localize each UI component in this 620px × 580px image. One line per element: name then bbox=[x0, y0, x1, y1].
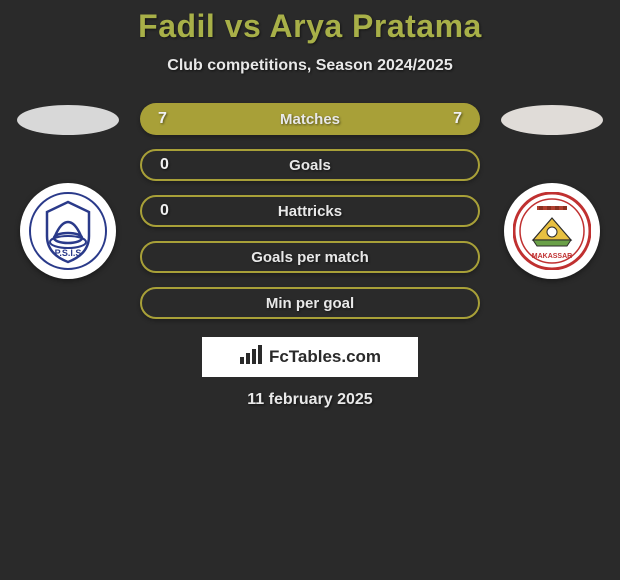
stat-label: Hattricks bbox=[278, 203, 342, 220]
stat-label: Matches bbox=[280, 111, 340, 128]
stat-row-min-per-goal: Min per goal bbox=[140, 287, 480, 319]
right-column: MAKASSAR bbox=[498, 103, 606, 279]
left-column: P.S.I.S bbox=[14, 103, 122, 279]
stat-label: Goals per match bbox=[251, 249, 369, 266]
bar-chart-icon bbox=[239, 345, 263, 370]
stat-right-value: 7 bbox=[442, 110, 462, 128]
stat-left-value: 7 bbox=[158, 110, 178, 128]
stats-column: 7 Matches 7 0 Goals 0 Hattricks Goals per match… bbox=[140, 103, 480, 319]
svg-text:MAKASSAR: MAKASSAR bbox=[532, 253, 572, 260]
comparison-card: Fadil vs Arya Pratama Club competitions,… bbox=[0, 0, 620, 409]
psm-crest-icon: MAKASSAR bbox=[513, 192, 591, 270]
stat-left-value: 0 bbox=[160, 156, 180, 174]
psis-crest-icon: P.S.I.S bbox=[29, 192, 107, 270]
stat-label: Goals bbox=[289, 157, 331, 174]
stat-left-value: 0 bbox=[160, 202, 180, 220]
stat-row-matches: 7 Matches 7 bbox=[140, 103, 480, 135]
player-photo-right bbox=[501, 105, 603, 135]
club-badge-left: P.S.I.S bbox=[20, 183, 116, 279]
brand-text: FcTables.com bbox=[269, 347, 381, 367]
stat-row-goals-per-match: Goals per match bbox=[140, 241, 480, 273]
date-line: 11 february 2025 bbox=[0, 391, 620, 409]
brand-logo[interactable]: FcTables.com bbox=[202, 337, 418, 377]
club-badge-right: MAKASSAR bbox=[504, 183, 600, 279]
page-title: Fadil vs Arya Pratama bbox=[0, 8, 620, 45]
svg-text:P.S.I.S: P.S.I.S bbox=[55, 248, 82, 258]
subtitle: Club competitions, Season 2024/2025 bbox=[0, 57, 620, 75]
stat-label: Min per goal bbox=[266, 295, 354, 312]
content-row: P.S.I.S 7 Matches 7 0 Goals 0 Hattricks Goals p… bbox=[0, 103, 620, 319]
player-photo-left bbox=[17, 105, 119, 135]
stat-row-hattricks: 0 Hattricks bbox=[140, 195, 480, 227]
stat-row-goals: 0 Goals bbox=[140, 149, 480, 181]
